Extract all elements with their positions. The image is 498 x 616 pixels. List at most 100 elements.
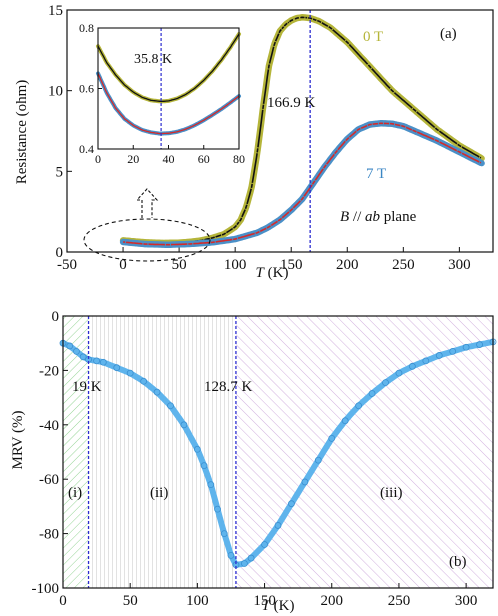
data-point: [66, 342, 74, 350]
data-point: [232, 223, 239, 231]
low-temperature-highlight-ellipse: [83, 218, 211, 262]
panel-b-xtick-label: 250: [388, 593, 411, 609]
data-point: [299, 195, 306, 202]
data-point: [382, 379, 389, 387]
inset-background: [98, 26, 239, 149]
data-point: [355, 126, 362, 133]
data-point: [341, 417, 349, 425]
panel-b-ytick-label: 0: [52, 309, 60, 325]
annotation-b-ab-plane: B // ab plane: [340, 209, 417, 225]
panel-a-ylabel: Resistance (ohm): [14, 80, 30, 185]
data-point: [435, 352, 443, 359]
legend-7t: 7 T: [366, 166, 386, 182]
panel-a-ytick-label: 5: [56, 164, 64, 180]
panel-b: 0 50 100 150 200 250 300 -100 -80 -60 -40 -20 0 (b)…: [10, 309, 497, 614]
data-point: [254, 147, 261, 154]
data-point: [368, 390, 376, 397]
panel-a-xtick-label: 150: [280, 257, 303, 273]
data-point: [243, 203, 250, 210]
inset-vline-label: 35.8 K: [134, 52, 172, 67]
series-mrv-markers: [60, 339, 495, 568]
data-point: [366, 121, 373, 128]
panel-a-ytick-label: 10: [48, 84, 63, 100]
data-point: [142, 241, 149, 248]
panel-b-xtick-label: 100: [186, 593, 209, 609]
data-point: [187, 240, 194, 247]
data-point: [99, 358, 107, 366]
data-point: [400, 123, 407, 130]
panel-a-inset: 0 20 40 60 80 0.4 0.6 0.8 35.8 K: [79, 21, 245, 166]
data-point: [113, 364, 121, 372]
inset-xtick-label: 60: [198, 152, 210, 166]
data-point: [276, 216, 284, 223]
data-point: [220, 530, 228, 537]
data-point: [389, 120, 396, 127]
data-point: [288, 500, 295, 508]
data-point: [478, 160, 485, 167]
inset-x-axis: 0 20 40 60 80: [95, 145, 245, 166]
data-point: [433, 137, 440, 144]
inset-ytick-label: 0.8: [79, 21, 94, 35]
panel-b-xlabel: T (K): [262, 598, 295, 614]
vline-label-166: 166.9 K: [267, 95, 316, 111]
panel-b-ytick-label: -60: [39, 472, 59, 488]
panel-a-xtick-label: 200: [336, 257, 359, 273]
region-label-ii: (ii): [150, 485, 168, 501]
panel-b-xtick-label: 200: [321, 593, 344, 609]
inset-ytick-label: 0.4: [79, 142, 94, 156]
data-point: [449, 347, 457, 355]
data-point: [462, 343, 470, 351]
panel-b-xtick-label: 0: [59, 593, 67, 609]
inset-frame: [97, 27, 240, 150]
data-point: [282, 21, 289, 28]
data-point: [389, 87, 396, 94]
data-point: [301, 478, 309, 486]
data-point: [167, 402, 174, 410]
data-point: [366, 63, 373, 70]
panel-b-label: (b): [449, 554, 467, 570]
data-point: [73, 347, 80, 355]
data-point: [321, 163, 328, 170]
panel-a-xtick-label: 250: [392, 257, 415, 273]
data-point: [153, 388, 161, 396]
panel-a-y-axis: 0 5 10 15: [48, 3, 72, 261]
inset-series-0t-fit-line: [97, 33, 240, 103]
panel-a-xlabel: T (K): [256, 265, 289, 281]
panel-a-xtick-label: -50: [57, 257, 77, 273]
series-7t-fit-line: [123, 122, 482, 246]
data-point: [456, 148, 463, 156]
inset-ytick-label: 0.6: [79, 81, 94, 95]
inset-xtick-label: 20: [127, 152, 139, 166]
data-point: [288, 207, 295, 214]
panel-a-xtick-label: 300: [448, 257, 471, 273]
data-point: [232, 236, 239, 243]
data-point: [274, 522, 282, 529]
vline-label-128: 128.7 K: [204, 379, 253, 395]
vline-label-19: 19 K: [72, 379, 102, 395]
data-point: [288, 17, 295, 24]
data-point: [344, 39, 351, 46]
panel-a-xtick-label: 100: [224, 257, 247, 273]
data-point: [377, 120, 384, 127]
data-point: [227, 551, 235, 559]
arrow-up-icon: [135, 188, 159, 218]
panel-b-frame: [62, 315, 494, 589]
data-point: [422, 357, 430, 365]
data-point: [265, 223, 272, 231]
data-point: [333, 148, 340, 156]
data-point: [164, 241, 171, 248]
data-point: [241, 560, 248, 567]
region-label-iii: (iii): [380, 485, 403, 501]
data-point: [260, 103, 267, 110]
data-point: [248, 182, 256, 189]
panel-b-y-axis: -100 -80 -60 -40 -20 0: [32, 309, 68, 597]
data-point: [120, 238, 127, 246]
panel-a-frame: [66, 9, 494, 253]
panel-b-ytick-label: -40: [39, 418, 59, 434]
panel-b-ylabel: MRV (%): [10, 411, 26, 470]
data-point: [193, 445, 201, 453]
panel-b-xtick-label: 50: [123, 593, 138, 609]
data-point: [254, 229, 261, 236]
data-point: [126, 369, 134, 377]
data-point: [79, 353, 87, 361]
